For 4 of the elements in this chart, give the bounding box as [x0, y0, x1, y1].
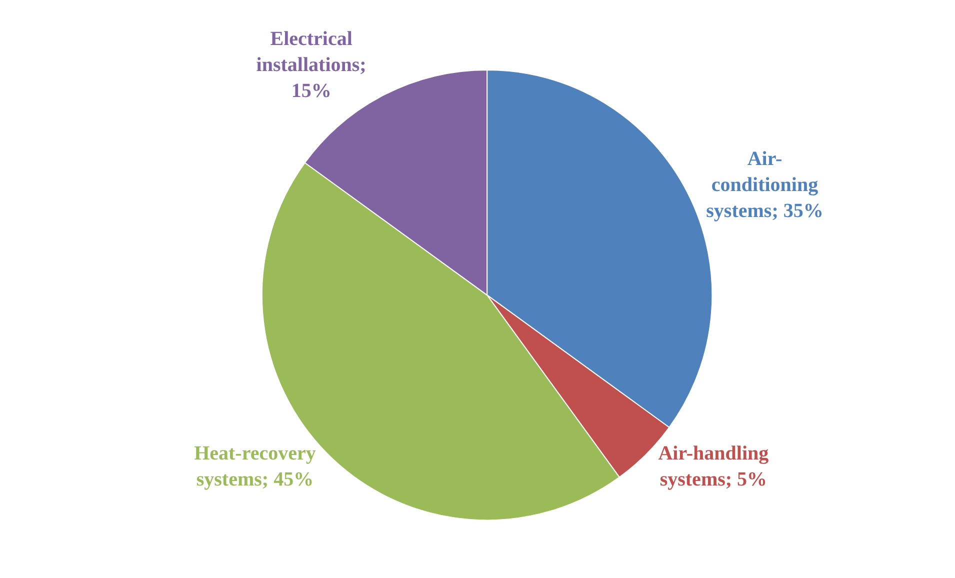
slice-label: Air-handling systems; 5%	[658, 442, 769, 490]
slice-label: Heat-recovery systems; 45%	[194, 442, 316, 490]
slice-label: Air-conditioning systems; 35%	[706, 148, 824, 222]
slice-label: Electrical installations; 15%	[256, 28, 366, 102]
